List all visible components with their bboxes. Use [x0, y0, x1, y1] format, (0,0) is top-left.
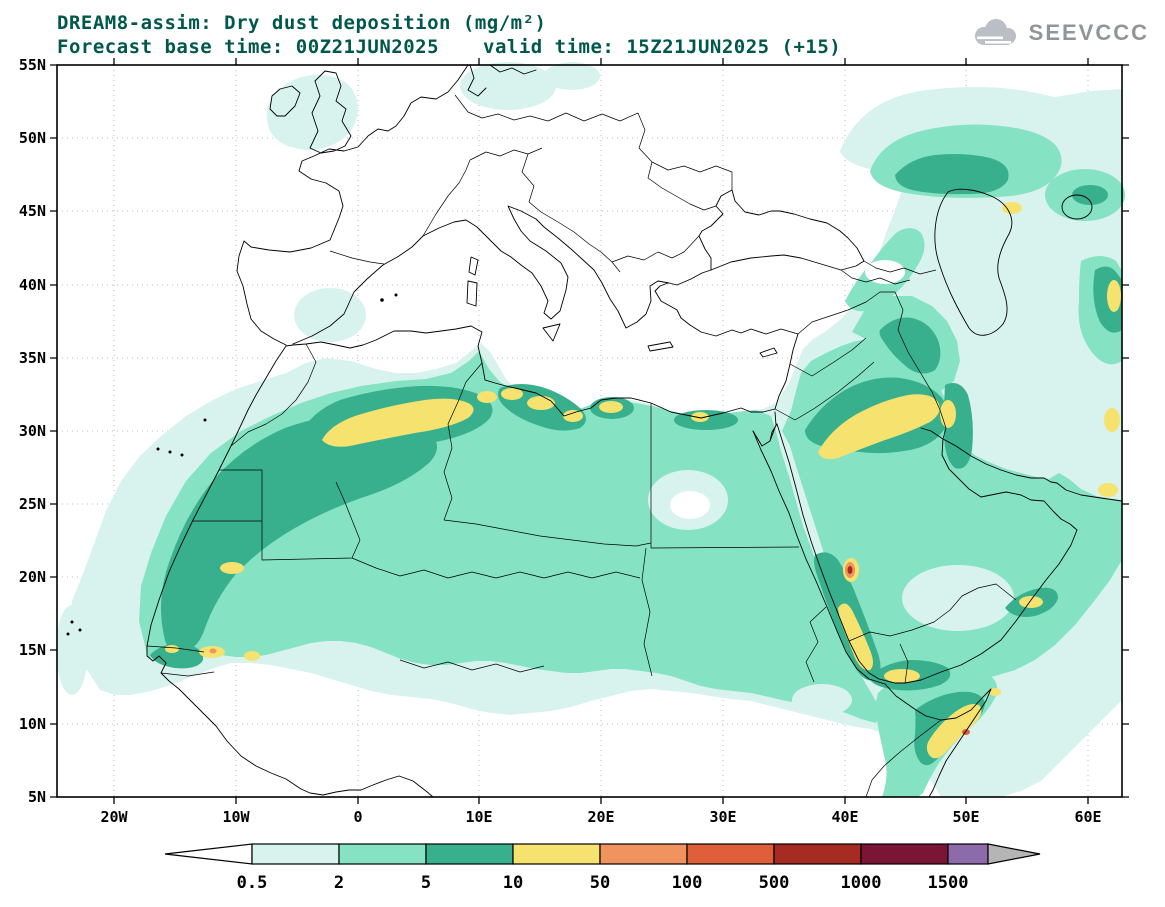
dust-band-somalia-yellow	[926, 704, 982, 759]
colorbar-label: 50	[590, 873, 610, 893]
dust-spot-yellow	[1098, 483, 1118, 497]
colorbar-label: 10	[503, 873, 523, 893]
colorbar-label: 100	[672, 873, 703, 893]
dust-spot-yellow	[1104, 408, 1120, 432]
x-axis-label: 20W	[100, 808, 128, 826]
dust-spot	[56, 605, 88, 695]
dust-band-red-sea-yellow	[838, 603, 873, 671]
dust-spot-yellow	[989, 688, 1001, 696]
x-axis-label: 60E	[1074, 808, 1101, 826]
dust-spot-yellow	[691, 412, 709, 422]
colorbar-segment	[512, 843, 601, 865]
dust-core	[1072, 185, 1108, 205]
logo-text: SEEVCCC	[1028, 20, 1149, 45]
y-axis-label: 35N	[19, 349, 46, 367]
dust-spot-yellow	[527, 396, 555, 410]
axis-ticks	[50, 58, 1129, 804]
y-axis-label: 55N	[19, 56, 46, 74]
x-axis: 20W 10W 0 10E 20E 30E 40E 50E 60E	[100, 808, 1101, 826]
dust-spot	[294, 288, 366, 342]
y-axis-label: 10N	[19, 715, 46, 733]
y-axis-label: 20N	[19, 568, 46, 586]
dust-core-north-caspian	[895, 154, 1009, 195]
dust-layer-above-10	[165, 202, 1121, 759]
dust-spot	[460, 62, 556, 110]
colorbar-segment	[947, 843, 989, 865]
colorbar-overflow-arrow	[987, 843, 1041, 865]
dust-spot-yellow	[563, 410, 583, 422]
dust-spot-yellow	[1002, 202, 1022, 214]
colorbar-label: 1000	[841, 873, 882, 893]
dust-spot-yellow	[165, 645, 179, 653]
dust-spot-yellow	[501, 388, 523, 400]
dust-band-saudi-yellow	[818, 394, 940, 460]
colorbar-segment	[425, 843, 514, 865]
y-axis-label: 30N	[19, 422, 46, 440]
colorbar-segment	[686, 843, 775, 865]
x-axis-label: 50E	[952, 808, 979, 826]
dust-spot	[544, 62, 600, 90]
colorbar-labels: 0.5 2 5 10 50 100 500 1000 1500	[237, 873, 969, 893]
x-axis-label: 10E	[465, 808, 492, 826]
plot-subtitle: Forecast base time: 00Z21JUN2025 valid ti…	[57, 36, 841, 58]
y-axis-label: 45N	[19, 202, 46, 220]
colorbar-segment	[773, 843, 862, 865]
x-axis-label: 40E	[831, 808, 858, 826]
y-axis-label: 15N	[19, 641, 46, 659]
x-axis-label: 20E	[587, 808, 614, 826]
field-gap	[670, 491, 710, 519]
y-axis-label: 50N	[19, 129, 46, 147]
x-axis-label: 10W	[222, 808, 250, 826]
dust-hotspot-red-sea-core	[847, 566, 853, 574]
x-axis-label: 0	[353, 808, 362, 826]
colorbar-label: 500	[759, 873, 790, 893]
dust-hotspot-somalia	[962, 729, 970, 735]
dust-spot-yellow	[220, 562, 244, 574]
dust-hotspot-senegal	[209, 648, 217, 654]
dust-spot-yellow	[599, 401, 623, 413]
field-gap	[865, 260, 905, 284]
dust-spot-yellow	[1019, 596, 1043, 608]
colorbar-label: 5	[421, 873, 431, 893]
dust-spot-yellow	[1107, 280, 1121, 312]
country-borders	[146, 94, 1017, 798]
colorbar-segment	[860, 843, 949, 865]
colorbar-underflow-arrow	[164, 843, 253, 865]
dust-band-algeria-yellow	[322, 398, 474, 447]
y-axis-label: 40N	[19, 276, 46, 294]
colorbar-segment	[599, 843, 688, 865]
y-axis-label: 25N	[19, 495, 46, 513]
dust-spot-yellow	[244, 651, 260, 661]
small-islands	[66, 293, 398, 636]
colorbar-label: 2	[334, 873, 344, 893]
plot-title: DREAM8-assim: Dry dust deposition (mg/m²…	[57, 12, 547, 34]
dust-core-west-africa	[161, 414, 438, 652]
y-axis-label: 5N	[28, 788, 46, 806]
x-axis-label: 30E	[709, 808, 736, 826]
valid-time: valid time: 15Z21JUN2025 (+15)	[483, 36, 842, 58]
coastlines	[146, 64, 1123, 798]
y-axis: 55N 50N 45N 40N 35N 30N 25N 20N 15N 10N …	[19, 56, 46, 806]
field-gap	[792, 684, 852, 716]
cloud-icon	[974, 19, 1016, 45]
field-gap	[902, 565, 1014, 631]
dust-core-zagros	[879, 317, 941, 374]
forecast-base-time: Forecast base time: 00Z21JUN2025	[57, 36, 440, 58]
colorbar-segment	[251, 843, 340, 865]
colorbar-label: 1500	[928, 873, 969, 893]
colorbar-segment	[338, 843, 427, 865]
dust-spot-yellow	[477, 391, 497, 403]
dust-spot-yellow	[884, 669, 920, 683]
colorbar	[164, 843, 1041, 865]
seevccc-logo: SEEVCCC	[969, 16, 1149, 50]
dust-spot-yellow	[940, 400, 956, 428]
colorbar-label: 0.5	[237, 873, 268, 893]
